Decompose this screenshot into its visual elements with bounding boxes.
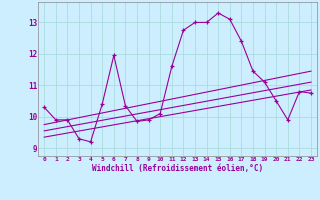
- X-axis label: Windchill (Refroidissement éolien,°C): Windchill (Refroidissement éolien,°C): [92, 164, 263, 173]
